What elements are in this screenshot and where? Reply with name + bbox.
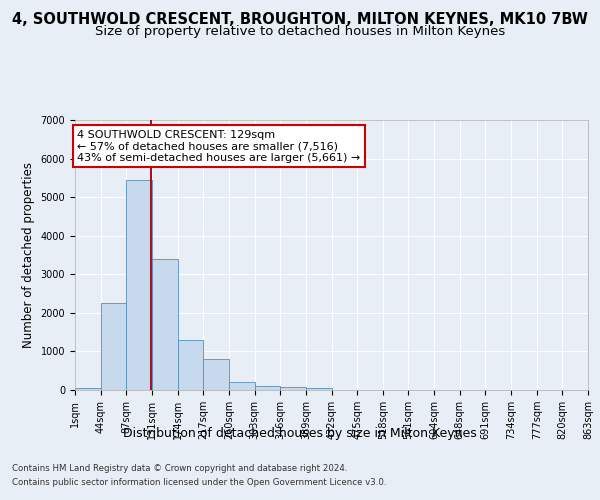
Text: Contains public sector information licensed under the Open Government Licence v3: Contains public sector information licen… (12, 478, 386, 487)
Y-axis label: Number of detached properties: Number of detached properties (22, 162, 35, 348)
Bar (229, 382, 254, 390)
Bar (254, 386, 280, 390)
Text: 4 SOUTHWOLD CRESCENT: 129sqm
← 57% of detached houses are smaller (7,516)
43% of: 4 SOUTHWOLD CRESCENT: 129sqm ← 57% of de… (77, 130, 361, 163)
Text: Contains HM Land Registry data © Crown copyright and database right 2024.: Contains HM Land Registry data © Crown c… (12, 464, 347, 473)
Bar (203, 359, 229, 390)
Bar (152, 259, 178, 390)
Text: Size of property relative to detached houses in Milton Keynes: Size of property relative to detached ho… (95, 25, 505, 38)
Text: 4, SOUTHWOLD CRESCENT, BROUGHTON, MILTON KEYNES, MK10 7BW: 4, SOUTHWOLD CRESCENT, BROUGHTON, MILTON… (12, 12, 588, 28)
Text: Distribution of detached houses by size in Milton Keynes: Distribution of detached houses by size … (123, 428, 477, 440)
Bar (280, 387, 306, 390)
Bar (178, 340, 203, 390)
Bar (306, 388, 331, 390)
Bar (127, 180, 152, 390)
Bar (75, 388, 101, 390)
Bar (101, 303, 127, 390)
